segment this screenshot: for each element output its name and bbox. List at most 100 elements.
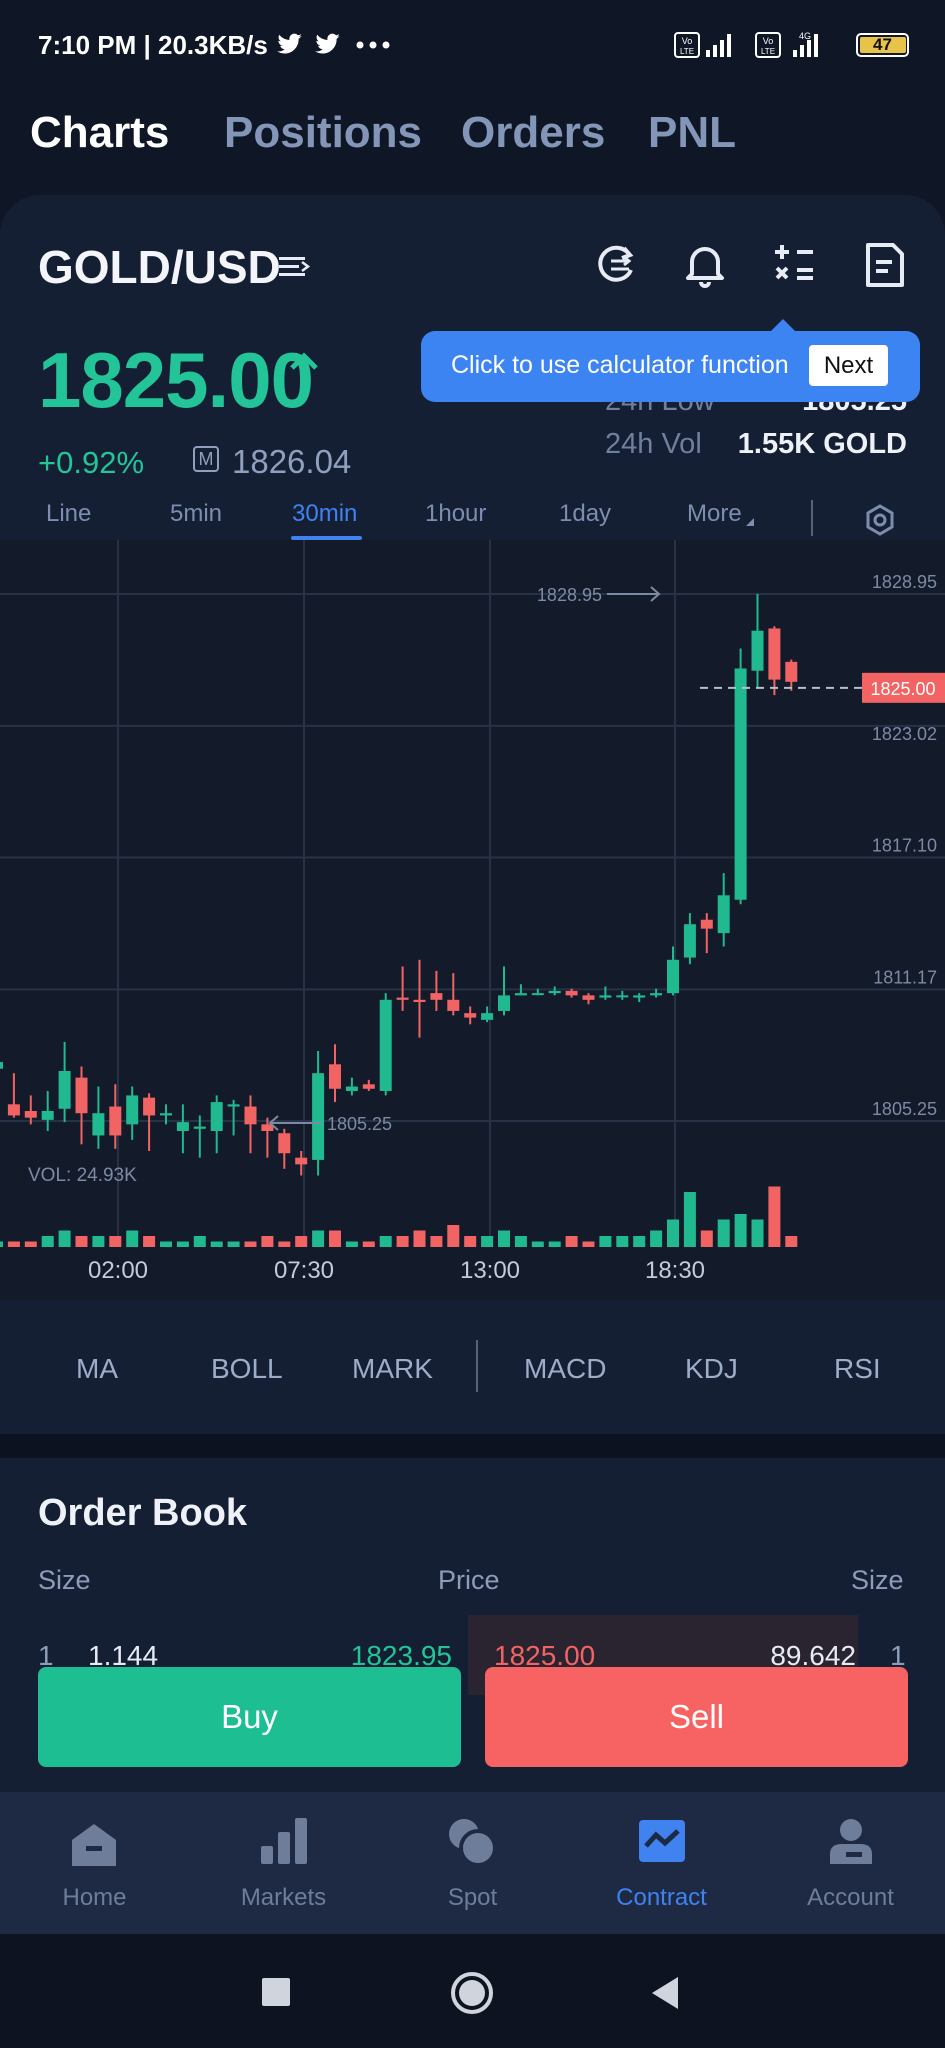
high-marker-arrow	[607, 586, 661, 602]
timeframe-line[interactable]: Line	[46, 500, 92, 527]
volume-bar	[362, 1241, 375, 1247]
volume-label: 24h Vol	[605, 428, 702, 460]
timeframe-30min[interactable]: 30min	[292, 500, 358, 527]
tab-pnl[interactable]: PNL	[648, 108, 736, 157]
timeframe-1day[interactable]: 1day	[559, 500, 612, 527]
x-tick-label: 13:00	[460, 1257, 520, 1284]
candle-body	[345, 1086, 358, 1091]
volume-bar	[126, 1230, 139, 1247]
section-divider	[0, 1434, 945, 1458]
x-tick-label: 07:30	[274, 1257, 334, 1284]
bid-price[interactable]: 1823.95	[350, 1640, 452, 1671]
contract-icon	[639, 1820, 685, 1862]
volume-bar	[92, 1236, 105, 1247]
twitter-icon	[277, 33, 340, 54]
mark-price: 1826.04	[232, 443, 352, 480]
volume-bar	[700, 1230, 713, 1247]
mark-price-badge: M	[193, 446, 219, 472]
indicator-macd[interactable]: MACD	[524, 1353, 607, 1384]
tab-orders[interactable]: Orders	[461, 108, 606, 157]
volume-bar	[345, 1241, 358, 1247]
volume-bar	[244, 1241, 257, 1247]
home-circle-icon[interactable]	[449, 1970, 495, 2016]
back-icon[interactable]	[648, 1975, 682, 2011]
nav-account-label: Account	[807, 1884, 894, 1911]
volume-bar	[41, 1236, 54, 1247]
more-caret-icon[interactable]	[744, 516, 756, 528]
candle-body	[278, 1133, 291, 1154]
candle-body	[244, 1106, 257, 1125]
ask-index: 1	[890, 1640, 906, 1671]
timeframe-more[interactable]: More	[687, 500, 742, 527]
volume-bar	[650, 1230, 663, 1247]
volume-bar	[176, 1241, 189, 1247]
bell-icon[interactable]	[680, 240, 730, 290]
tab-positions[interactable]: Positions	[224, 108, 423, 157]
candle-body	[768, 628, 781, 680]
low-marker-arrow	[268, 1115, 322, 1131]
pair-title[interactable]: GOLD/USD	[38, 241, 281, 293]
user-icon	[830, 1819, 872, 1864]
candle-body	[176, 1122, 189, 1132]
candle-body	[58, 1070, 71, 1109]
settings-icon[interactable]	[863, 503, 897, 537]
volume-bar	[295, 1236, 308, 1247]
indicator-boll[interactable]: BOLL	[211, 1353, 283, 1384]
order-book-title: Order Book	[38, 1492, 248, 1534]
nav-home[interactable]: Home	[0, 1792, 189, 1934]
change-percent: +0.92%	[38, 445, 145, 480]
indicator-mark[interactable]: MARK	[352, 1353, 433, 1384]
indicator-ma[interactable]: MA	[76, 1353, 118, 1384]
y-tick-label: 1817.10	[872, 836, 937, 856]
ask-price[interactable]: 1825.00	[494, 1640, 596, 1671]
ask-size[interactable]: 89.642	[770, 1640, 856, 1671]
volume-bar	[481, 1236, 494, 1247]
volume-bar	[531, 1241, 544, 1247]
volume-bar	[0, 1241, 3, 1247]
price-chart[interactable]: 1828.95 1823.02 1817.10 1811.17 1805.25 02:00…	[0, 540, 945, 1300]
volume-bar	[210, 1241, 223, 1247]
nav-markets[interactable]: Markets	[189, 1792, 378, 1934]
candle-body	[7, 1104, 20, 1116]
nav-spot-label: Spot	[447, 1884, 498, 1911]
tab-charts[interactable]: Charts	[30, 108, 170, 157]
indicator-rsi[interactable]: RSI	[834, 1353, 881, 1384]
order-book-size-header-right: Size	[851, 1565, 904, 1595]
volume-bar	[498, 1230, 510, 1247]
timeframe-5min[interactable]: 5min	[170, 500, 223, 527]
candle-body	[751, 630, 764, 671]
indicator-kdj[interactable]: KDJ	[685, 1353, 738, 1384]
timeframe-1hour[interactable]: 1hour	[425, 500, 487, 527]
candlestick-chart[interactable]: 1828.95 1823.02 1817.10 1811.17 1805.25 02:00…	[0, 540, 945, 1300]
candle-body	[616, 995, 629, 998]
volume-bar	[160, 1241, 172, 1247]
svg-text:Vo: Vo	[682, 36, 693, 46]
sell-button[interactable]: Sell	[485, 1667, 908, 1767]
tooltip-next-button[interactable]: Next	[809, 345, 888, 386]
nav-spot[interactable]: Spot	[378, 1792, 567, 1934]
candle-body	[447, 999, 460, 1011]
nav-contract[interactable]: Contract	[567, 1792, 756, 1934]
volume-bar	[667, 1219, 679, 1247]
volume-bar	[616, 1236, 629, 1247]
last-price: 1825.00	[38, 336, 314, 424]
candle-body	[41, 1110, 54, 1120]
pair-menu-icon[interactable]	[277, 250, 311, 284]
nav-account[interactable]: Account	[756, 1792, 945, 1934]
bid-size[interactable]: 1.144	[88, 1640, 159, 1671]
buy-button[interactable]: Buy	[38, 1667, 461, 1767]
signal-icon: Vo LTE	[674, 32, 731, 58]
battery-level: 47	[873, 35, 892, 54]
volume-bar	[7, 1241, 20, 1247]
candle-body	[109, 1106, 122, 1136]
refresh-icon[interactable]	[591, 240, 641, 290]
candle-body	[734, 668, 747, 900]
candle-body	[531, 993, 544, 996]
document-icon[interactable]	[860, 240, 910, 290]
svg-text:LTE: LTE	[680, 47, 694, 56]
candle-body	[379, 999, 392, 1091]
recents-icon[interactable]	[262, 1978, 290, 2006]
calculator-icon[interactable]	[770, 240, 820, 290]
order-book-size-header-left: Size	[38, 1565, 91, 1595]
timeframe-active-underline	[291, 536, 362, 540]
